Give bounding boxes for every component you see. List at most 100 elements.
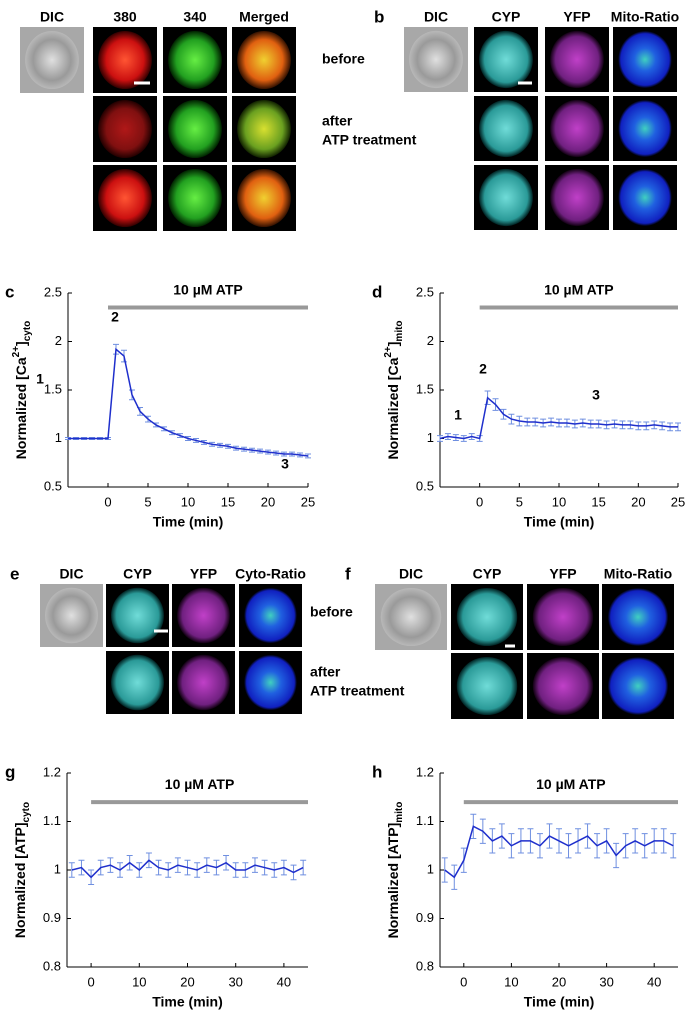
cell [111,654,164,711]
y-tick-label: 1.1 [416,813,434,828]
cell [237,30,291,90]
cell [550,168,604,227]
x-tick-label: 0 [460,974,467,989]
treatment-label: 10 µM ATP [544,281,614,297]
x-tick-label: 5 [144,494,151,509]
x-tick-label: 40 [647,974,661,989]
y-tick-label: 2 [55,333,62,348]
time-point-label: 1 [454,407,462,423]
y-axis-label: Normalized [ATP]mito [385,802,405,939]
data-line [439,396,678,440]
cell [237,168,291,228]
y-tick-label: 2 [427,333,434,348]
time-point-label: 1 [36,371,44,387]
cell [98,168,152,228]
cell [532,587,594,647]
row-label: before [322,51,365,67]
column-label: DIC [40,9,64,25]
cell [25,30,79,90]
panel-label: b [374,7,384,26]
cell [168,168,222,228]
column-label: 340 [183,9,207,25]
cell [409,30,463,89]
y-tick-label: 1 [427,861,434,876]
x-tick-label: 0 [104,494,111,509]
time-point-label: 3 [592,387,600,403]
x-tick-label: 20 [261,494,275,509]
cell [532,656,594,716]
cell [45,587,98,644]
panel-label: h [372,762,382,781]
y-tick-label: 0.5 [416,478,434,493]
x-tick-label: 0 [476,494,483,509]
x-tick-label: 10 [181,494,195,509]
x-tick-label: 40 [277,974,291,989]
y-tick-label: 0.8 [43,958,61,973]
y-label-part: mito [394,320,405,341]
cell [607,656,669,716]
y-tick-label: 2.5 [44,284,62,299]
y-label-part: ] [385,342,401,347]
x-tick-label: 15 [221,494,235,509]
cell [618,168,672,227]
y-tick-label: 0.9 [416,910,434,925]
x-tick-label: 20 [180,974,194,989]
cell [98,30,152,90]
panel-label: c [5,282,14,301]
y-tick-label: 1 [54,861,61,876]
x-axis-label: Time (min) [524,994,595,1010]
y-label-part: cyto [21,802,32,823]
y-label-part: Normalized [ATP] [12,822,28,938]
cell [111,587,164,644]
cell [456,656,518,716]
y-tick-label: 2.5 [416,284,434,299]
column-label: DIC [59,566,83,582]
y-tick-label: 1.1 [43,813,61,828]
x-tick-label: 10 [504,974,518,989]
y-tick-label: 0.5 [44,478,62,493]
x-tick-label: 20 [552,974,566,989]
column-label: YFP [190,566,217,582]
row-label: before [310,604,353,620]
data-line [444,825,674,879]
column-label: Cyto-Ratio [235,566,306,582]
column-label: DIC [399,566,423,582]
y-tick-label: 1.5 [44,381,62,396]
y-label-part: mito [394,802,405,823]
panel-label: e [10,564,19,583]
column-label: Mito-Ratio [611,9,679,25]
cell [618,99,672,158]
cell [177,587,230,644]
x-tick-label: 25 [671,494,685,509]
row-label: ATP treatment [322,132,417,148]
x-tick-label: 30 [228,974,242,989]
column-label: YFP [563,9,590,25]
treatment-label: 10 µM ATP [165,776,235,792]
cell [168,99,222,159]
panel-label: f [345,564,351,583]
column-label: DIC [424,9,448,25]
cell [168,30,222,90]
cell [550,99,604,158]
cell [479,30,533,89]
y-axis-label: Normalized [Ca2+]cyto [11,321,33,460]
x-axis-label: Time (min) [524,514,595,530]
time-point-label: 2 [479,361,487,377]
row-label: after [322,113,353,129]
y-label-part: 2+ [11,346,22,358]
column-label: CYP [123,566,152,582]
y-tick-label: 1 [427,430,434,445]
x-tick-label: 15 [591,494,605,509]
column-label: 380 [113,9,137,25]
data-line [71,859,304,879]
x-tick-label: 5 [516,494,523,509]
column-label: Merged [239,9,289,25]
cell [244,654,297,711]
y-axis-label: Normalized [ATP]cyto [12,802,32,938]
y-label-part: Normalized [ATP] [385,823,401,939]
y-tick-label: 1.5 [416,381,434,396]
cell [177,654,230,711]
y-label-part: cyto [22,321,33,342]
y-tick-label: 0.9 [43,910,61,925]
